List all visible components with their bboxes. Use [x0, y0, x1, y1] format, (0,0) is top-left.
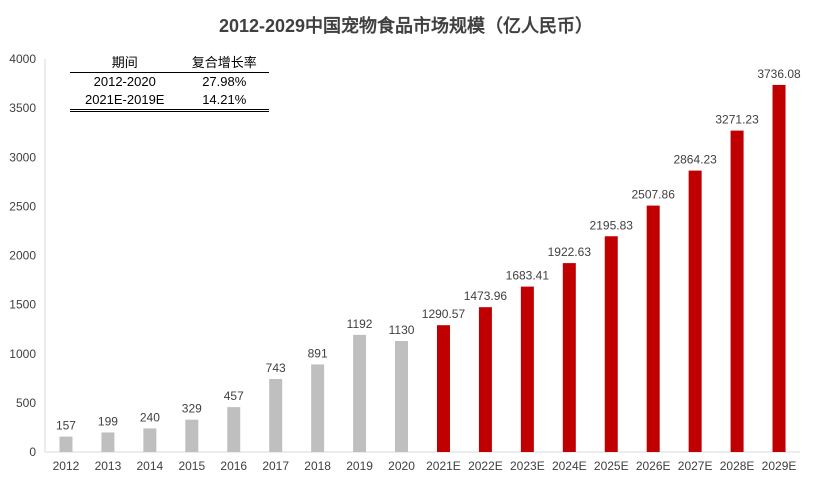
bar: [730, 130, 744, 452]
bar: [478, 307, 492, 452]
x-tick-label: 2023E: [510, 459, 545, 473]
x-tick-label: 2013: [95, 459, 122, 473]
x-tick-label: 2028E: [720, 459, 755, 473]
data-label: 1683.41: [506, 269, 550, 283]
data-label: 1290.57: [422, 307, 466, 321]
bar: [101, 432, 115, 452]
data-label: 1473.96: [464, 289, 508, 303]
y-axis-ticks: 0 500 1000 1500 2000 2500 3000 3500 4000: [9, 52, 36, 459]
x-tick-label: 2020: [388, 459, 415, 473]
chart-title: 2012-2029中国宠物食品市场规模（亿人民币）: [219, 15, 593, 36]
bar: [143, 428, 157, 452]
data-label: 1922.63: [548, 245, 592, 259]
y-tick-label: 500: [16, 396, 36, 410]
bar: [436, 325, 450, 452]
x-tick-label: 2012: [53, 459, 80, 473]
data-label: 743: [266, 361, 286, 375]
bar: [311, 364, 325, 452]
period-cell: 2021E-2019E: [84, 92, 165, 107]
data-label: 240: [140, 410, 160, 424]
bar: [772, 84, 786, 452]
data-label: 1130: [389, 323, 415, 337]
x-tick-label: 2015: [178, 459, 205, 473]
x-tick-label: 2017: [262, 459, 289, 473]
y-tick-label: 3500: [9, 101, 36, 115]
data-label: 891: [308, 346, 328, 360]
x-tick-label: 2024E: [552, 459, 587, 473]
x-tick-label: 2021E: [426, 459, 461, 473]
y-tick-label: 0: [29, 445, 36, 459]
data-labels: 157 199 240 329 457 743 891 1192 1130 1290.57 1473…: [56, 67, 801, 433]
table-row: 2021E-2019E 14.21%: [70, 91, 269, 111]
x-tick-label: 2019: [346, 459, 373, 473]
bar: [520, 286, 534, 452]
table-row: 2012-2020 27.98%: [70, 73, 269, 92]
x-tick-label: 2026E: [636, 459, 671, 473]
bar: [185, 419, 199, 452]
bar: [227, 407, 241, 452]
x-tick-label: 2022E: [468, 459, 503, 473]
data-label: 157: [56, 419, 76, 433]
period-cell: 2012-2020: [93, 74, 156, 89]
bar: [59, 436, 73, 452]
data-label: 3271.23: [715, 113, 759, 127]
y-tick-label: 1000: [9, 347, 36, 361]
bar: [646, 205, 660, 452]
y-tick-label: 2500: [9, 199, 36, 213]
bars: [59, 84, 786, 452]
cagr-cell: 27.98%: [202, 74, 247, 89]
bar: [562, 263, 576, 452]
y-tick-label: 2000: [9, 249, 36, 263]
cagr-cell: 14.21%: [202, 92, 247, 107]
y-tick-label: 3000: [9, 150, 36, 164]
period-header: 期间: [111, 55, 138, 70]
data-label: 2507.86: [631, 188, 675, 202]
data-label: 457: [224, 389, 244, 403]
bar: [395, 340, 409, 452]
bar: [353, 334, 367, 452]
bar: [269, 379, 283, 452]
x-tick-label: 2027E: [678, 459, 713, 473]
x-tick-label: 2016: [220, 459, 247, 473]
bar: [604, 236, 618, 452]
x-tick-label: 2025E: [594, 459, 629, 473]
data-label: 2195.83: [590, 218, 634, 232]
x-tick-label: 2018: [304, 459, 331, 473]
y-tick-label: 4000: [9, 52, 36, 66]
data-label: 2864.23: [673, 153, 717, 167]
x-tick-label: 2029E: [762, 459, 797, 473]
data-label: 1192: [347, 317, 373, 331]
data-label: 3736.08: [757, 67, 801, 81]
x-axis-ticks: 2012 2013 2014 2015 2016 2017 2018 2019 2020 2021…: [53, 459, 797, 473]
cagr-header: 复合增长率: [191, 55, 257, 70]
data-label: 329: [182, 402, 202, 416]
y-tick-label: 1500: [9, 298, 36, 312]
growth-table-header-row: 期间 复合增长率: [70, 54, 269, 73]
data-label: 199: [98, 414, 118, 428]
bar: [688, 170, 702, 452]
x-tick-label: 2014: [137, 459, 164, 473]
growth-rate-table: 期间 复合增长率 2012-2020 27.98% 2021E-2019E 14…: [70, 54, 269, 112]
